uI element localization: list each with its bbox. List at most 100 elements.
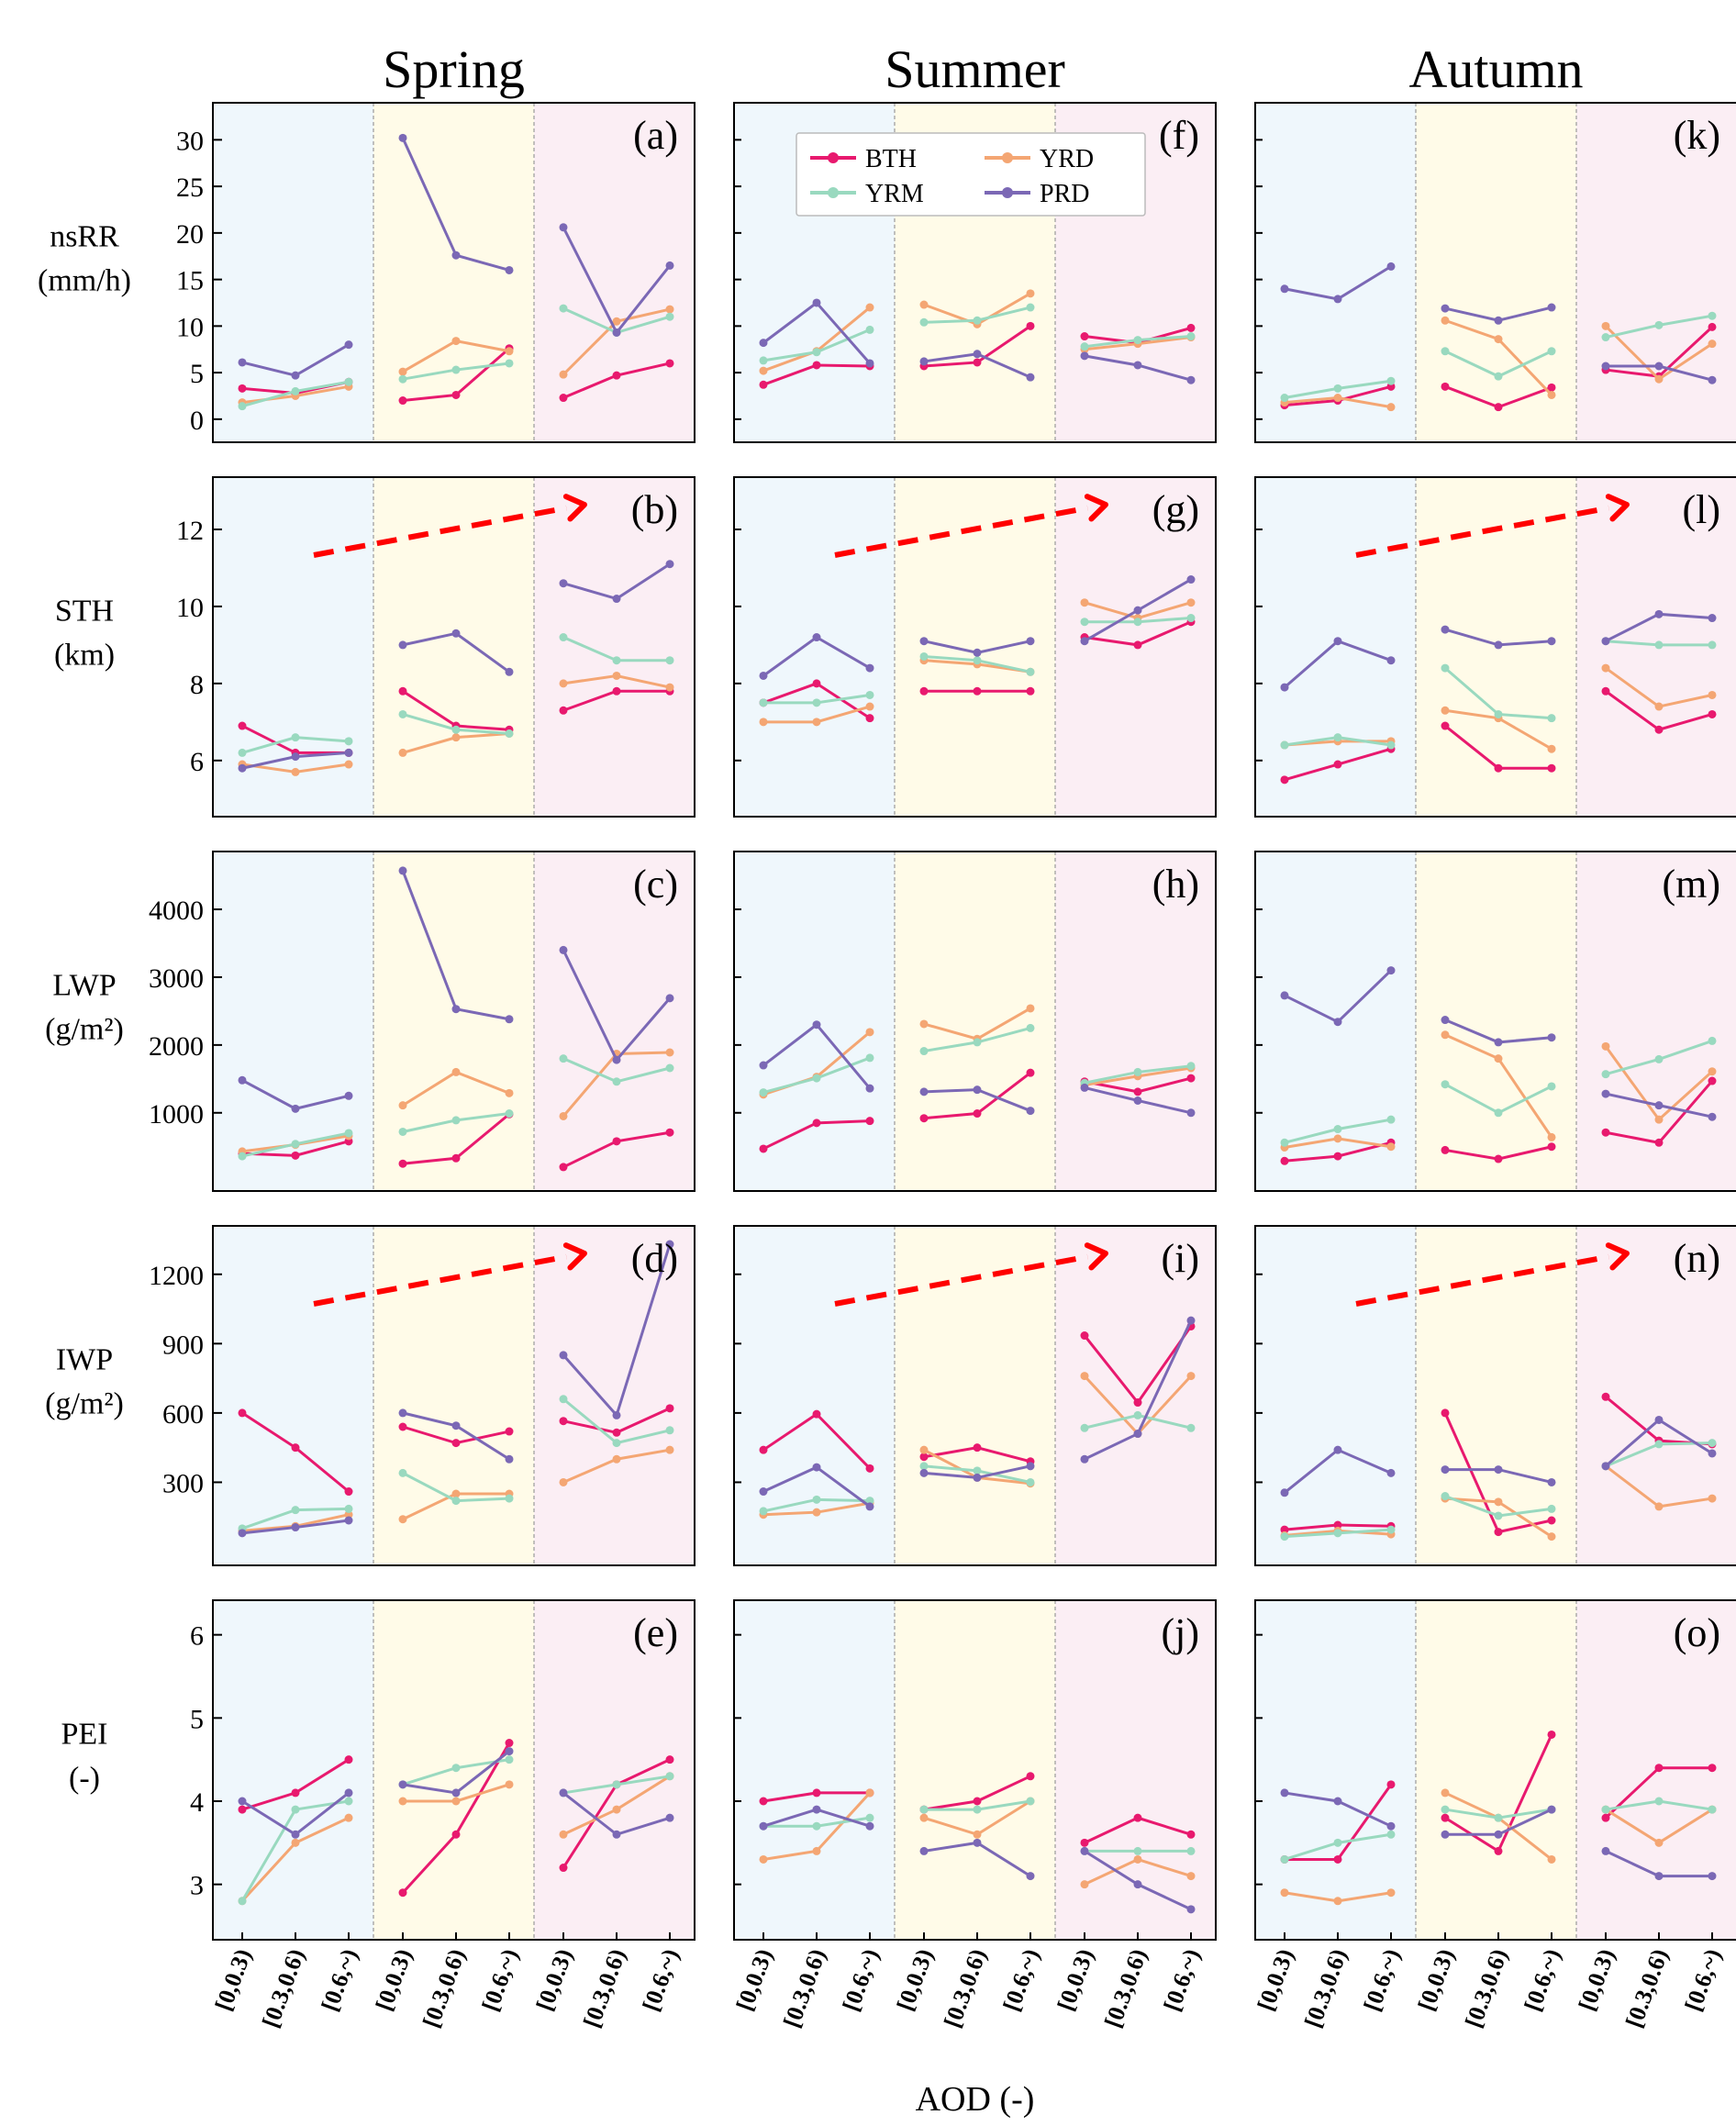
data-point-prd <box>812 1463 821 1472</box>
data-point-bth <box>1654 1138 1664 1147</box>
row-label-1-1: (km) <box>54 639 115 673</box>
data-point-bth <box>865 1464 874 1473</box>
data-point-prd <box>865 359 874 368</box>
data-point-yrm <box>1601 1805 1610 1814</box>
x-tick-label: [0,0.3) <box>1052 1945 1099 2014</box>
data-point-prd <box>665 261 674 270</box>
x-tick-label: [0.3,0.6) <box>1620 1945 1674 2031</box>
panel-g: (g) <box>733 476 1217 818</box>
data-point-prd <box>1386 966 1396 975</box>
panel-frame <box>733 102 1217 443</box>
data-point-yrd <box>1441 706 1450 715</box>
panel-label: (l) <box>1682 487 1720 532</box>
data-point-prd <box>1441 625 1450 634</box>
data-point-yrd <box>1133 1854 1142 1864</box>
data-point-yrm <box>759 1088 768 1097</box>
data-point-prd <box>1280 991 1289 1000</box>
group-background <box>213 1600 373 1940</box>
data-point-yrd <box>1654 1115 1664 1124</box>
panel-label: (c) <box>633 862 678 907</box>
panel-o: [0,0.3) [0.3,0.6) [0.6,~) [0,0.3) [0.3,0.6)[… <box>1252 1599 1736 2031</box>
x-tick-label: [0,0.3) <box>371 1945 417 2014</box>
y-tick-label: 15 <box>176 266 204 296</box>
data-point-prd <box>1080 637 1089 646</box>
data-point-bth <box>1333 1520 1342 1530</box>
data-point-prd <box>759 1061 768 1070</box>
panel-frame <box>1254 476 1736 818</box>
legend-box <box>796 132 1146 217</box>
data-point-yrd <box>865 702 874 711</box>
data-point-prd <box>919 1846 929 1855</box>
data-point-bth <box>398 686 407 696</box>
trend-arrow-line <box>1355 1253 1609 1307</box>
x-tick-label: [0.6,~) <box>316 1945 362 2015</box>
data-point-bth <box>919 1114 929 1123</box>
data-point-bth <box>1333 1152 1342 1161</box>
data-point-yrm <box>291 1140 300 1149</box>
x-tick-label: [0,0.3) <box>1252 1945 1299 2014</box>
data-point-yrd <box>665 1445 674 1454</box>
legend-marker-bth <box>828 152 839 163</box>
data-point-yrm <box>1386 376 1396 385</box>
data-point-yrm <box>344 1797 353 1806</box>
data-point-yrm <box>1441 1080 1450 1089</box>
y-tick-label: 600 <box>162 1399 204 1430</box>
data-point-yrd <box>1547 1532 1556 1542</box>
data-point-yrm <box>973 1805 982 1814</box>
row-label-2-0: LWP <box>52 969 116 1003</box>
data-point-bth <box>1080 332 1089 341</box>
data-point-yrd <box>1186 1372 1196 1381</box>
data-point-bth <box>865 1117 874 1126</box>
panel-frame <box>212 476 696 818</box>
data-point-yrd <box>1186 598 1196 607</box>
group-background <box>895 1226 1055 1565</box>
x-tick-label: [0.6,~) <box>837 1945 884 2015</box>
data-point-yrm <box>344 1129 353 1138</box>
data-point-prd <box>1547 1033 1556 1042</box>
legend-label-bth: BTH <box>865 145 917 173</box>
data-point-yrm <box>973 316 982 325</box>
data-point-yrd <box>1333 394 1342 403</box>
data-point-yrd <box>612 671 621 680</box>
data-point-prd <box>398 1408 407 1418</box>
x-tick-label: [0,0.3) <box>1574 1945 1620 2014</box>
data-point-yrm <box>1386 1115 1396 1124</box>
data-point-bth <box>559 706 568 715</box>
data-point-yrd <box>1386 1888 1396 1898</box>
panel-c: 1000 2000 3000 4000 (c) <box>149 851 696 1192</box>
data-point-yrd <box>812 1846 821 1855</box>
data-point-prd <box>451 629 461 638</box>
legend: BTH YRD YRM PRD <box>796 132 1146 217</box>
data-point-prd <box>1441 304 1450 313</box>
data-point-prd <box>1026 373 1035 382</box>
data-point-bth <box>1547 383 1556 392</box>
y-tick-label: 0 <box>190 406 204 436</box>
data-point-bth <box>344 1755 353 1764</box>
data-point-bth <box>451 1153 461 1163</box>
group-background <box>734 1600 895 1940</box>
panel-frame <box>1254 1599 1736 1941</box>
data-point-yrm <box>344 377 353 386</box>
panel-label: (j) <box>1161 1610 1199 1655</box>
data-point-yrd <box>1601 663 1610 673</box>
data-point-prd <box>238 1529 247 1538</box>
data-point-bth <box>1133 640 1142 650</box>
data-point-prd <box>759 1821 768 1831</box>
data-point-yrd <box>1547 390 1556 399</box>
data-point-yrd <box>398 1515 407 1524</box>
y-tick-label: 3000 <box>149 963 204 994</box>
data-point-yrd <box>1386 403 1396 412</box>
trend-arrow-head <box>562 494 587 522</box>
data-point-prd <box>1441 1016 1450 1025</box>
data-point-prd <box>1494 640 1503 650</box>
data-point-bth <box>1441 382 1450 391</box>
data-point-bth <box>812 1119 821 1128</box>
data-point-yrd <box>1654 374 1664 384</box>
trend-arrow-line <box>313 1253 567 1307</box>
y-tick-label: 6 <box>190 1621 204 1652</box>
y-tick-label: 900 <box>162 1330 204 1360</box>
data-point-prd <box>812 1805 821 1814</box>
x-tick-label: [0.3,0.6) <box>1099 1945 1152 2031</box>
data-point-yrm <box>865 690 874 699</box>
data-point-prd <box>1547 1477 1556 1486</box>
